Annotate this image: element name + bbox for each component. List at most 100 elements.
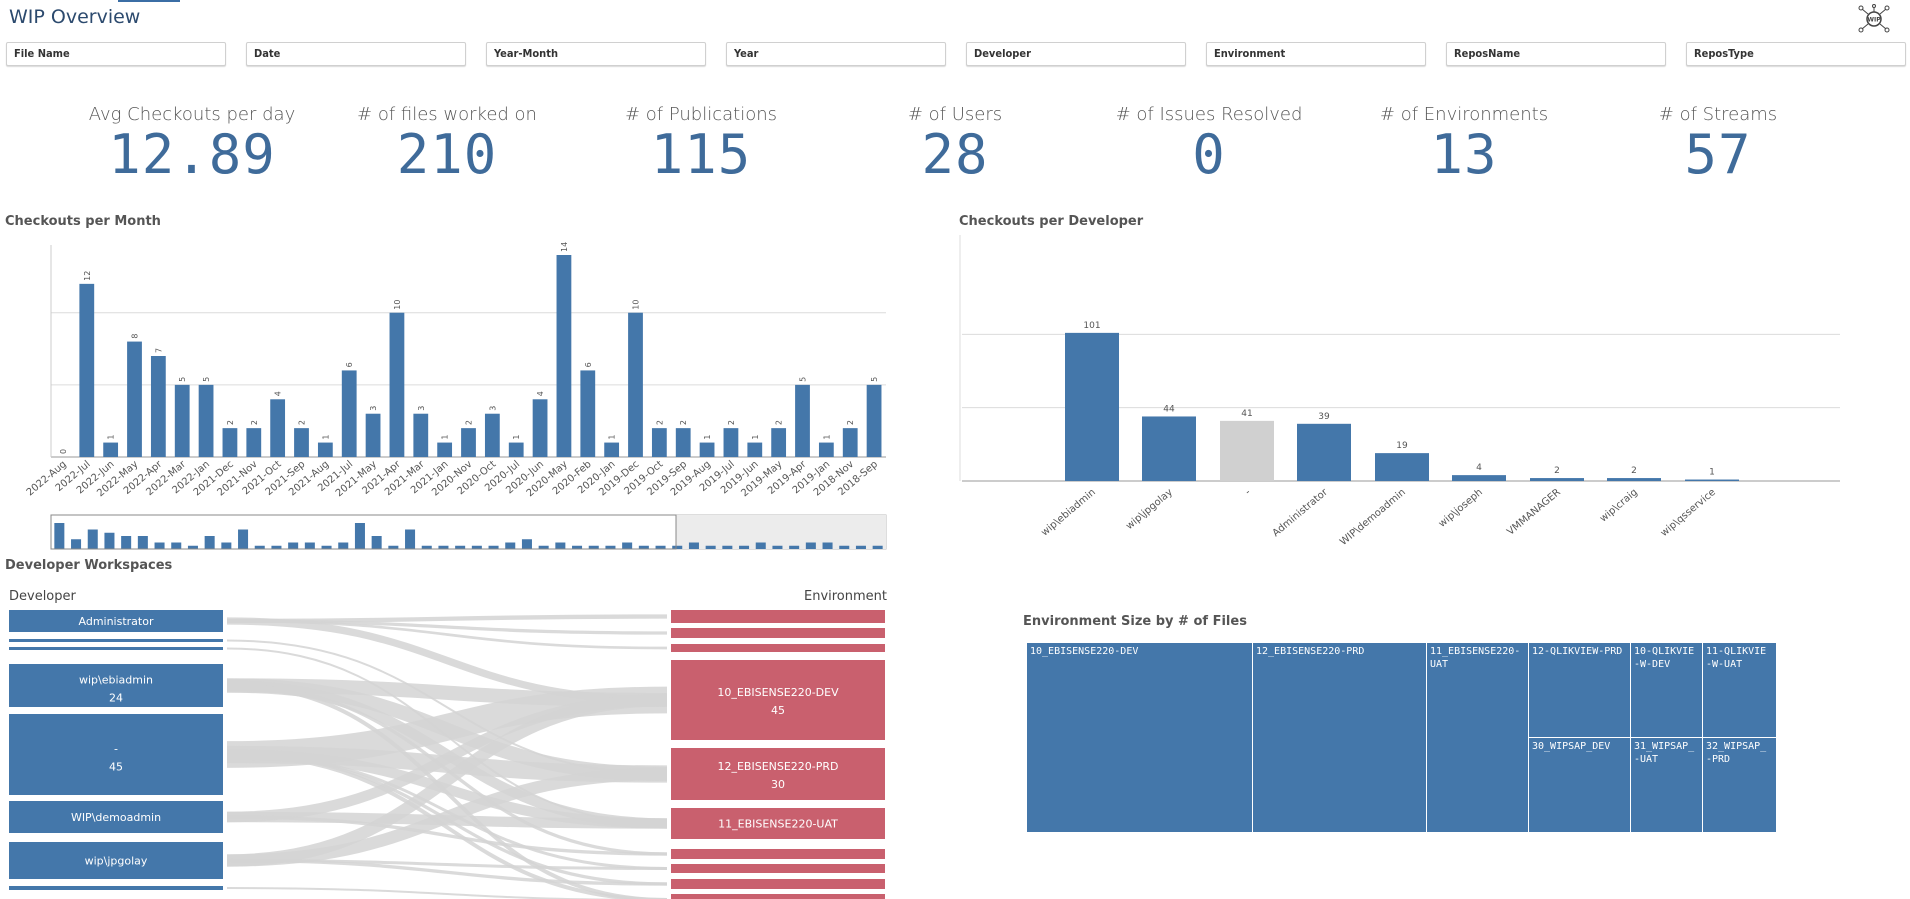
month-bar[interactable] [818, 442, 834, 457]
month-bar[interactable] [628, 312, 643, 457]
sankey-link[interactable] [226, 749, 668, 829]
sankey-link[interactable] [226, 815, 668, 856]
month-bar[interactable] [270, 399, 286, 457]
sankey-developer-node[interactable] [9, 647, 223, 650]
treemap-cell[interactable] [1026, 642, 1253, 833]
month-bar[interactable] [198, 384, 214, 457]
environment-size-treemap[interactable]: 10_EBISENSE220-DEV 12_EBISENSE220-PRD 11_E… [1026, 642, 1778, 834]
treemap-cell[interactable] [1702, 642, 1777, 738]
month-bar[interactable] [532, 399, 548, 457]
developer-bar[interactable] [1297, 423, 1351, 481]
sankey-link[interactable] [226, 887, 668, 899]
treemap-cell[interactable] [1630, 642, 1703, 738]
treemap-cell[interactable] [1252, 642, 1427, 833]
month-bar[interactable] [866, 384, 882, 457]
sankey-link[interactable] [226, 859, 668, 870]
sankey-environment-node[interactable] [671, 849, 885, 859]
month-bar[interactable] [437, 442, 453, 457]
sankey-environment-node[interactable] [671, 864, 885, 873]
sankey-developer-node[interactable] [9, 714, 223, 795]
minimap-bar [538, 545, 549, 549]
sankey-environment-node[interactable] [671, 660, 885, 740]
month-bar[interactable] [103, 442, 119, 457]
month-bar[interactable] [389, 312, 405, 457]
sankey-developer-node[interactable] [9, 886, 223, 890]
month-bar[interactable] [651, 428, 667, 457]
filter-file-name[interactable]: File Name [6, 42, 226, 66]
month-bar[interactable] [675, 428, 691, 457]
sankey-environment-node[interactable] [671, 894, 885, 899]
developer-bar[interactable] [1220, 420, 1274, 481]
sankey-environment-node[interactable] [671, 748, 885, 800]
developer-bar[interactable] [1452, 475, 1506, 481]
minimap-bar [471, 545, 482, 549]
filter-developer[interactable]: Developer [966, 42, 1186, 66]
minimap-bar [622, 542, 633, 549]
sankey-environment-node[interactable] [671, 808, 885, 839]
sankey-environment-node[interactable] [671, 610, 885, 623]
filter-year[interactable]: Year [726, 42, 946, 66]
treemap-cell[interactable] [1630, 737, 1703, 833]
developer-bar[interactable] [1530, 478, 1584, 481]
minimap-bar [672, 545, 683, 549]
sankey-environment-node[interactable] [671, 879, 885, 889]
sankey-link[interactable] [226, 693, 668, 867]
minimap-bar [722, 545, 733, 549]
checkouts-per-developer-chart[interactable]: 101wip\ebiadmin44wip\jpgolay41-39Adminis… [950, 235, 1850, 555]
month-bar[interactable] [365, 413, 381, 457]
minimap-bar [271, 545, 282, 549]
month-bar[interactable] [461, 428, 476, 457]
sankey-environment-node[interactable] [671, 628, 885, 638]
month-bar[interactable] [246, 428, 262, 457]
month-bar[interactable] [174, 384, 190, 457]
month-bar[interactable] [413, 413, 429, 457]
month-bar[interactable] [222, 428, 238, 457]
month-bar[interactable] [508, 442, 524, 457]
month-bar[interactable] [723, 428, 739, 457]
filter-year-month[interactable]: Year-Month [486, 42, 706, 66]
sankey-link[interactable] [226, 683, 668, 899]
filter-date[interactable]: Date [246, 42, 466, 66]
month-bar[interactable] [842, 428, 858, 457]
filter-repostype[interactable]: ReposType [1686, 42, 1906, 66]
month-bar[interactable] [795, 384, 810, 457]
month-bar[interactable] [341, 370, 357, 457]
sankey-developer-node[interactable] [9, 639, 223, 642]
developer-bar[interactable] [1607, 478, 1661, 481]
month-bar[interactable] [150, 356, 166, 457]
checkouts-per-month-chart[interactable]: 02022-Aug122022-Jul12022-Jun82022-May720… [0, 235, 900, 555]
filter-environment[interactable]: Environment [1206, 42, 1426, 66]
month-bar[interactable] [556, 255, 572, 457]
developer-bar[interactable] [1685, 479, 1739, 481]
minimap-range-selector[interactable] [50, 514, 677, 550]
treemap-title: Environment Size by # of Files [1023, 614, 1247, 629]
month-bar[interactable] [699, 442, 715, 457]
sankey-developer-node[interactable] [9, 801, 223, 833]
minimap-bar [505, 542, 516, 549]
developer-bar[interactable] [1142, 416, 1196, 481]
sankey-developer-node[interactable] [9, 610, 223, 632]
sankey-environment-node[interactable] [671, 644, 885, 652]
month-bar[interactable] [580, 370, 596, 457]
bar-data-label: 5 [202, 377, 211, 382]
month-bar[interactable] [127, 341, 142, 457]
svg-text:WIP: WIP [1867, 17, 1881, 24]
month-bar[interactable] [771, 428, 787, 457]
kpi-label: # of Publications [624, 104, 778, 125]
sankey-developer-node[interactable] [9, 664, 223, 707]
developer-bar[interactable] [1375, 453, 1429, 481]
month-bar[interactable] [317, 442, 333, 457]
month-bar[interactable] [294, 428, 309, 457]
filter-reposname[interactable]: ReposName [1446, 42, 1666, 66]
treemap-cell[interactable] [1702, 737, 1777, 833]
month-bar[interactable] [79, 283, 95, 457]
month-bar[interactable] [747, 442, 763, 457]
sankey-developer-node[interactable] [9, 842, 223, 879]
developer-bar[interactable] [1065, 332, 1119, 481]
treemap-cell[interactable] [1426, 642, 1529, 833]
month-bar[interactable] [484, 413, 500, 457]
bar-data-label: 1 [751, 434, 760, 439]
developer-workspaces-sankey[interactable]: Developer Environment Administrator wip\ebi… [0, 580, 900, 899]
month-bar[interactable] [604, 442, 620, 457]
treemap-cell[interactable] [1528, 737, 1631, 833]
